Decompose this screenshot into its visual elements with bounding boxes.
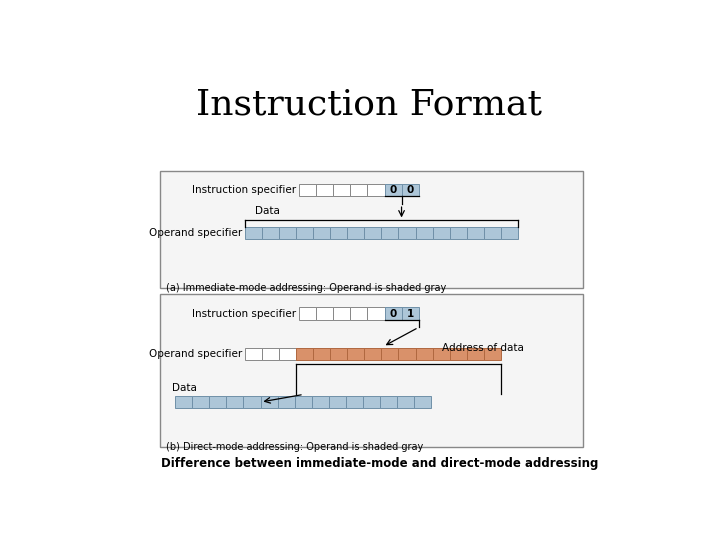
Text: Operand specifier: Operand specifier bbox=[148, 349, 242, 359]
Bar bbox=[351, 184, 367, 197]
Bar bbox=[347, 348, 364, 361]
Bar bbox=[347, 226, 364, 239]
Bar bbox=[226, 396, 243, 408]
Bar bbox=[346, 396, 363, 408]
Bar bbox=[402, 184, 418, 197]
Bar bbox=[279, 226, 296, 239]
Bar bbox=[294, 396, 312, 408]
Text: Difference between immediate-mode and direct-mode addressing: Difference between immediate-mode and di… bbox=[161, 457, 598, 470]
Bar bbox=[382, 226, 398, 239]
Text: Operand specifier: Operand specifier bbox=[148, 228, 242, 238]
Text: Instruction specifier: Instruction specifier bbox=[192, 308, 296, 319]
Bar bbox=[262, 348, 279, 361]
Bar bbox=[333, 307, 351, 320]
Bar bbox=[296, 348, 313, 361]
Bar bbox=[175, 396, 192, 408]
Bar bbox=[329, 396, 346, 408]
Bar bbox=[279, 348, 296, 361]
Text: Instruction specifier: Instruction specifier bbox=[192, 185, 296, 195]
Bar bbox=[467, 348, 484, 361]
Bar bbox=[351, 307, 367, 320]
Bar bbox=[330, 348, 347, 361]
Bar bbox=[398, 226, 415, 239]
Bar bbox=[384, 307, 402, 320]
Bar bbox=[363, 396, 380, 408]
Bar bbox=[467, 226, 484, 239]
Bar bbox=[382, 348, 398, 361]
Bar bbox=[380, 396, 397, 408]
Bar bbox=[398, 348, 415, 361]
Bar bbox=[397, 396, 414, 408]
Bar bbox=[313, 348, 330, 361]
Bar bbox=[261, 396, 277, 408]
Bar bbox=[277, 396, 294, 408]
Bar bbox=[313, 226, 330, 239]
Bar bbox=[192, 396, 210, 408]
Bar bbox=[415, 226, 433, 239]
Bar bbox=[160, 171, 583, 288]
Bar bbox=[245, 226, 262, 239]
Bar bbox=[449, 226, 467, 239]
Bar bbox=[415, 348, 433, 361]
Text: 0: 0 bbox=[390, 185, 397, 195]
Bar bbox=[402, 307, 418, 320]
Bar bbox=[484, 348, 500, 361]
Text: 1: 1 bbox=[407, 308, 414, 319]
Bar bbox=[312, 396, 329, 408]
Bar bbox=[433, 226, 449, 239]
Bar bbox=[433, 348, 449, 361]
Text: 0: 0 bbox=[407, 185, 414, 195]
Text: Address of data: Address of data bbox=[442, 343, 523, 353]
Bar bbox=[262, 226, 279, 239]
Bar bbox=[333, 184, 351, 197]
Bar bbox=[296, 226, 313, 239]
Bar bbox=[384, 184, 402, 197]
Bar bbox=[316, 184, 333, 197]
Bar bbox=[364, 348, 382, 361]
Text: (b) Direct-mode addressing: Operand is shaded gray: (b) Direct-mode addressing: Operand is s… bbox=[166, 442, 423, 452]
Bar bbox=[330, 226, 347, 239]
Bar bbox=[160, 294, 583, 447]
Text: 0: 0 bbox=[390, 308, 397, 319]
Bar bbox=[300, 184, 316, 197]
Bar bbox=[300, 307, 316, 320]
Bar bbox=[449, 348, 467, 361]
Text: Data: Data bbox=[255, 206, 280, 215]
Text: Data: Data bbox=[172, 383, 197, 393]
Bar bbox=[484, 226, 500, 239]
Bar bbox=[500, 226, 518, 239]
Text: Instruction Format: Instruction Format bbox=[196, 88, 542, 122]
Bar bbox=[364, 226, 382, 239]
Bar bbox=[210, 396, 226, 408]
Bar bbox=[245, 348, 262, 361]
Bar bbox=[367, 184, 384, 197]
Bar bbox=[367, 307, 384, 320]
Bar bbox=[243, 396, 261, 408]
Bar bbox=[414, 396, 431, 408]
Bar bbox=[316, 307, 333, 320]
Text: (a) Immediate-mode addressing: Operand is shaded gray: (a) Immediate-mode addressing: Operand i… bbox=[166, 284, 446, 293]
